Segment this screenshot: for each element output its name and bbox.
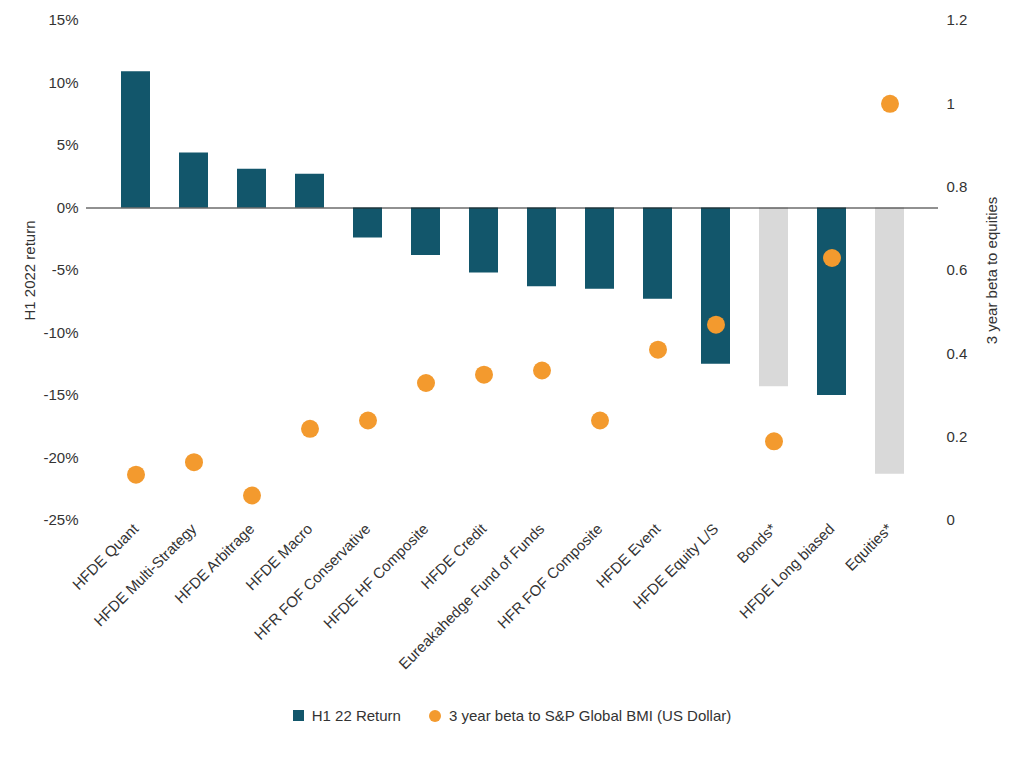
svg-text:-25%: -25%	[43, 511, 78, 528]
svg-text:HFDE Long biased: HFDE Long biased	[736, 520, 838, 622]
svg-text:HFDE Event: HFDE Event	[592, 520, 664, 591]
svg-text:H1 2022 return: H1 2022 return	[21, 220, 38, 320]
html-text:3 year beta to S&P Global BMI: 3 year beta to S&P Global BMI (US Dollar…	[448, 707, 732, 724]
svg-text:HFDE Equity L/S: HFDE Equity L/S	[629, 520, 721, 612]
svg-text:-5%: -5%	[52, 261, 79, 278]
svg-text:-20%: -20%	[43, 449, 78, 466]
svg-text:1.2: 1.2	[947, 11, 968, 28]
svg-text:HFR FOF Composite: HFR FOF Composite	[494, 520, 606, 632]
svg-text:1: 1	[947, 95, 955, 112]
svg-text:0.2: 0.2	[947, 428, 968, 445]
svg-text:HFDE Quant: HFDE Quant	[68, 520, 142, 593]
svg-text:0: 0	[947, 511, 955, 528]
svg-text:-10%: -10%	[43, 324, 78, 341]
svg-text:5%: 5%	[57, 136, 79, 153]
svg-text:HFDE Credit: HFDE Credit	[417, 520, 490, 593]
svg-text:0.6: 0.6	[947, 261, 968, 278]
svg-text:-15%: -15%	[43, 386, 78, 403]
svg-text:HFDE Macro: HFDE Macro	[242, 520, 316, 594]
svg-text:Bonds*: Bonds*	[733, 520, 779, 566]
svg-text:Eureakahedge Fund of Funds: Eureakahedge Fund of Funds	[395, 520, 548, 673]
svg-text:Equities*: Equities*	[842, 520, 896, 574]
svg-text:0.8: 0.8	[947, 178, 968, 195]
html-text:H1 22 Return: H1 22 Return	[311, 707, 401, 724]
svg-text:10%: 10%	[48, 74, 78, 91]
svg-text:HFDE HF Composite: HFDE HF Composite	[320, 520, 432, 632]
svg-text:0.4: 0.4	[947, 345, 968, 362]
svg-text:HFDE Arbitrage: HFDE Arbitrage	[171, 520, 257, 606]
svg-text:HFDE Multi-Strategy: HFDE Multi-Strategy	[90, 520, 200, 630]
svg-text:15%: 15%	[48, 11, 78, 28]
svg-text:HFR FOF Conservative: HFR FOF Conservative	[251, 520, 374, 643]
svg-text:3 year beta to equities: 3 year beta to equities	[983, 197, 1000, 345]
svg-text:0%: 0%	[57, 199, 79, 216]
